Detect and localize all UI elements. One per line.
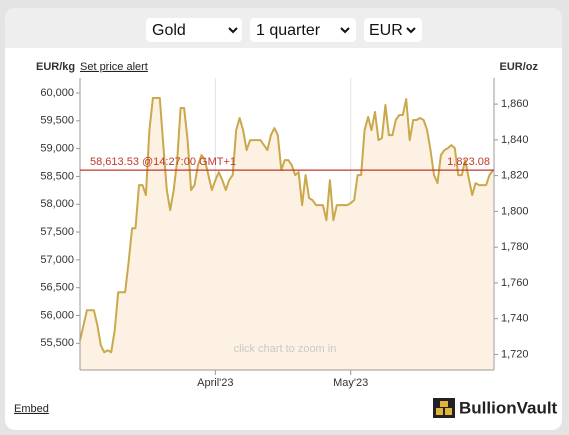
y-axis-label: EUR/kg xyxy=(36,61,75,73)
y-tick-label: 58,000 xyxy=(40,198,74,210)
y2-tick-label: 1,800 xyxy=(501,205,529,217)
price-alert-link[interactable]: Set price alert xyxy=(80,61,148,73)
x-tick-label: May'23 xyxy=(333,377,368,389)
y-tick-label: 59,500 xyxy=(40,115,74,127)
y-tick-label: 55,500 xyxy=(40,337,74,349)
select-box[interactable] xyxy=(250,18,356,42)
current-price-oz-label: 1,823.08 xyxy=(447,156,490,168)
chevron[interactable] xyxy=(228,27,238,34)
y2-tick-label: 1,840 xyxy=(501,134,529,146)
y2-tick-label: 1,740 xyxy=(501,313,529,325)
area xyxy=(80,98,493,370)
y2-tick-label: 1,720 xyxy=(501,348,529,360)
logo: BullionVault xyxy=(433,398,558,418)
y2-tick-label: 1,820 xyxy=(501,170,529,182)
select-box[interactable] xyxy=(364,18,422,42)
select-box[interactable] xyxy=(146,18,242,42)
embed-link[interactable]: Embed xyxy=(14,403,49,415)
metal-select[interactable]: Gold xyxy=(146,18,242,42)
logo-text: BullionVault xyxy=(459,398,558,417)
y-tick-label: 57,000 xyxy=(40,254,74,266)
y2-tick-label: 1,760 xyxy=(501,277,529,289)
current-price-label: 58,613.53 @14:27:00 GMT+1 xyxy=(90,156,236,168)
y-tick-label: 59,000 xyxy=(40,143,74,155)
x-tick-label: April'23 xyxy=(197,377,233,389)
chevron[interactable] xyxy=(340,27,350,34)
logo-bar xyxy=(445,408,452,415)
y-tick-label: 57,500 xyxy=(40,226,74,238)
y-tick-label: 60,000 xyxy=(40,87,74,99)
y-tick-label: 56,000 xyxy=(40,309,74,321)
y2-tick-label: 1,860 xyxy=(501,98,529,110)
period-select[interactable]: 1 quarter xyxy=(250,18,356,42)
y2-tick-label: 1,780 xyxy=(501,241,529,253)
select-text[interactable]: Gold xyxy=(152,22,186,39)
select-text[interactable]: EUR xyxy=(369,22,403,39)
select-text[interactable]: 1 quarter xyxy=(256,22,321,39)
y2-axis-label: EUR/oz xyxy=(500,61,539,73)
price-line xyxy=(79,97,494,354)
logo-bar xyxy=(440,401,448,407)
chevron[interactable] xyxy=(406,27,416,34)
logo-bar xyxy=(436,408,443,415)
y-tick-label: 58,500 xyxy=(40,170,74,182)
zoom-hint: click chart to zoom in xyxy=(234,343,337,355)
y-tick-label: 56,500 xyxy=(40,282,74,294)
currency-select[interactable]: EUR xyxy=(364,18,422,42)
